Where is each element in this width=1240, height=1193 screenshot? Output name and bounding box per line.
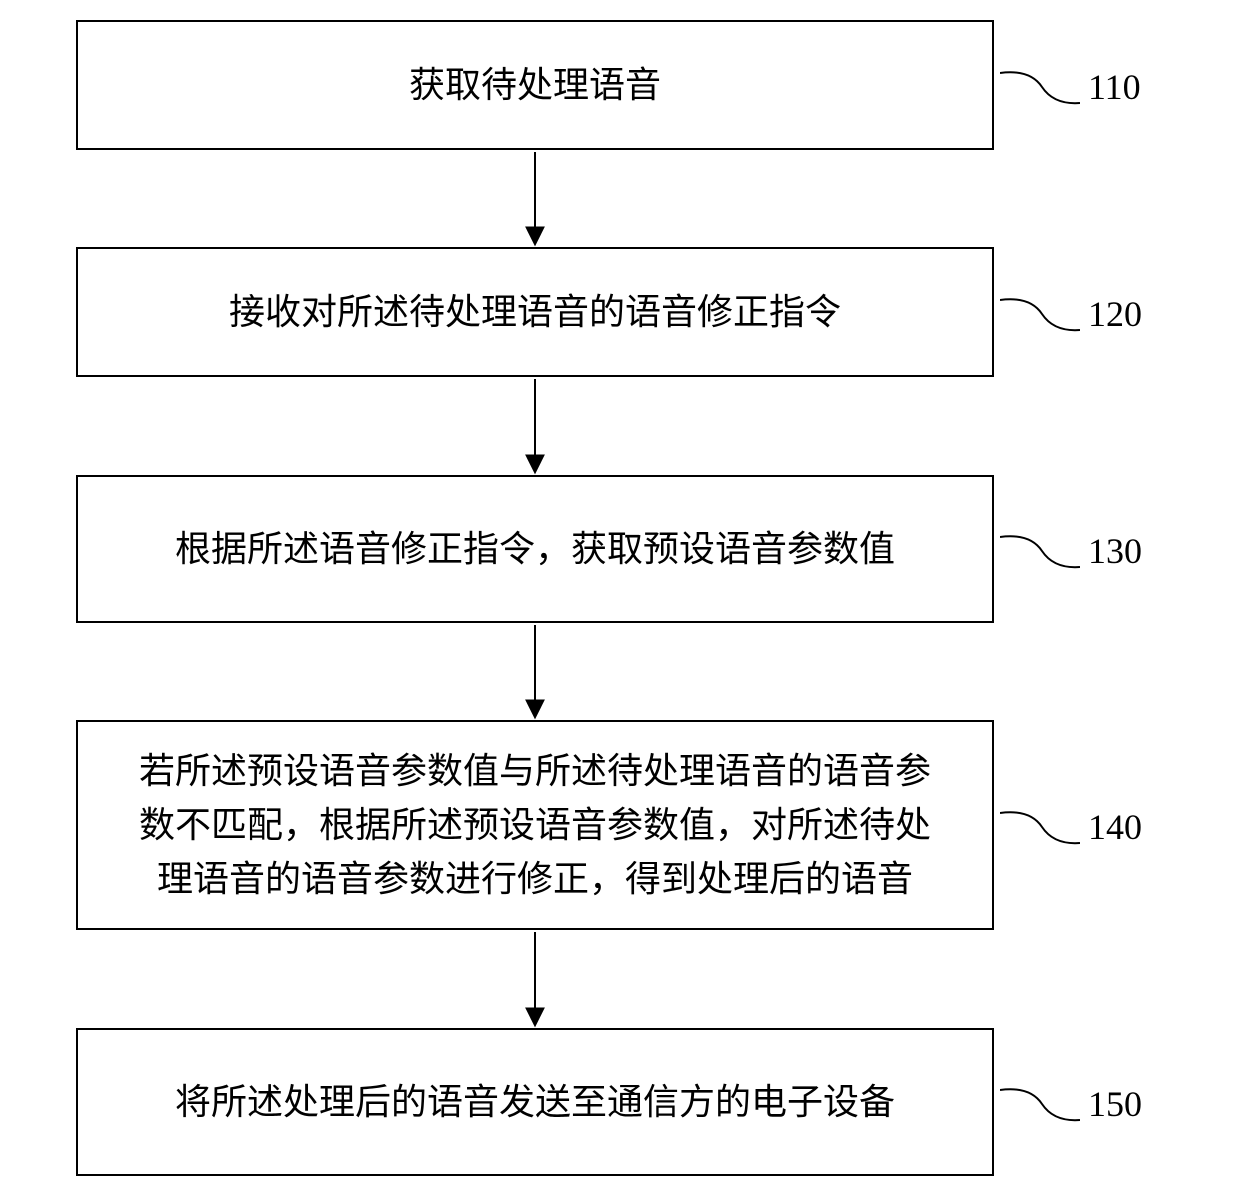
- flow-step-130: 根据所述语音修正指令，获取预设语音参数值: [76, 475, 994, 623]
- label-curve-icon: [1000, 65, 1080, 109]
- step-label-140: 140: [1000, 805, 1142, 849]
- flow-step-140: 若所述预设语音参数值与所述待处理语音的语音参 数不匹配，根据所述预设语音参数值，…: [76, 720, 994, 930]
- flow-step-line: 数不匹配，根据所述预设语音参数值，对所述待处: [139, 798, 931, 852]
- step-label-130: 130: [1000, 529, 1142, 573]
- step-label-150: 150: [1000, 1082, 1142, 1126]
- step-label-120: 120: [1000, 292, 1142, 336]
- step-number: 150: [1088, 1083, 1142, 1125]
- flow-step-150: 将所述处理后的语音发送至通信方的电子设备: [76, 1028, 994, 1176]
- label-curve-icon: [1000, 805, 1080, 849]
- flow-step-text: 获取待处理语音: [409, 58, 661, 112]
- step-number: 140: [1088, 806, 1142, 848]
- flow-step-120: 接收对所述待处理语音的语音修正指令: [76, 247, 994, 377]
- label-curve-icon: [1000, 1082, 1080, 1126]
- flow-step-text: 根据所述语音修正指令，获取预设语音参数值: [175, 522, 895, 576]
- step-number: 120: [1088, 293, 1142, 335]
- flow-step-line: 若所述预设语音参数值与所述待处理语音的语音参: [139, 744, 931, 798]
- flow-step-text: 将所述处理后的语音发送至通信方的电子设备: [175, 1075, 895, 1129]
- step-number: 110: [1088, 66, 1141, 108]
- flow-step-line: 理语音的语音参数进行修正，得到处理后的语音: [139, 852, 931, 906]
- flowchart-canvas: 获取待处理语音 接收对所述待处理语音的语音修正指令 根据所述语音修正指令，获取预…: [0, 0, 1240, 1193]
- flow-step-text: 接收对所述待处理语音的语音修正指令: [229, 285, 841, 339]
- step-label-110: 110: [1000, 65, 1141, 109]
- flow-step-text-multiline: 若所述预设语音参数值与所述待处理语音的语音参 数不匹配，根据所述预设语音参数值，…: [139, 744, 931, 906]
- label-curve-icon: [1000, 292, 1080, 336]
- flow-step-110: 获取待处理语音: [76, 20, 994, 150]
- step-number: 130: [1088, 530, 1142, 572]
- label-curve-icon: [1000, 529, 1080, 573]
